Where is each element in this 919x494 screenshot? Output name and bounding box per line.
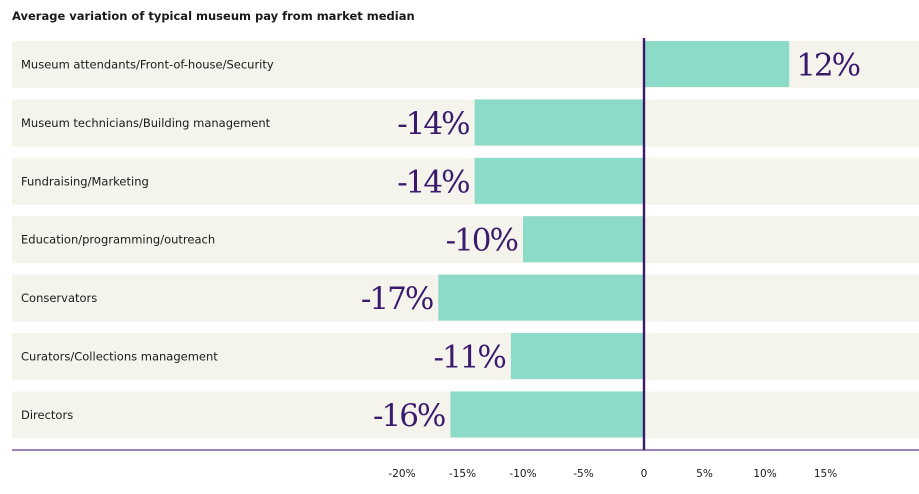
data-label-education-programming-outreach: -10% (446, 223, 518, 259)
category-label-conservators: Conservators (21, 291, 97, 305)
bar-conservators (438, 274, 644, 321)
data-label-conservators: -17% (361, 281, 433, 317)
bar-fundraising-marketing (474, 157, 644, 204)
x-tick-label-15: 15% (814, 468, 837, 480)
bar-curators-collections-management (510, 333, 644, 379)
x-tick-label-minus-20: -20% (388, 468, 415, 480)
row-background-museum-technicians-building-management (12, 99, 919, 147)
row-backgrounds (12, 41, 919, 439)
data-label-curators-collections-management: -11% (434, 340, 506, 376)
category-label-fundraising-marketing: Fundraising/Marketing (21, 174, 149, 188)
x-tick-label-minus-5: -5% (573, 468, 593, 480)
x-axis-ticks: -20% -15% -10% -5% 0 5% 10% 15% (388, 468, 837, 480)
x-tick-label-minus-10: -10% (509, 468, 536, 480)
data-label-museum-attendants-front-of-house-security: 12% (796, 48, 859, 84)
chart-title: Average variation of typical museum pay … (12, 9, 415, 23)
bar-museum-technicians-building-management (474, 99, 644, 146)
x-tick-label-10: 10% (753, 468, 776, 480)
category-label-curators-collections-management: Curators/Collections management (21, 350, 218, 364)
row-background-curators-collections-management (12, 333, 919, 380)
category-label-directors: Directors (21, 408, 73, 422)
category-label-education-programming-outreach: Education/programming/outreach (21, 233, 215, 247)
data-label-museum-technicians-building-management: -14% (397, 106, 469, 142)
bar-directors (450, 391, 644, 438)
row-background-education-programming-outreach (12, 216, 919, 264)
x-tick-label-5: 5% (696, 468, 713, 480)
category-label-museum-technicians-building-management: Museum technicians/Building management (21, 116, 271, 130)
bar-education-programming-outreach (523, 216, 644, 263)
x-tick-label-minus-15: -15% (449, 468, 476, 480)
category-labels: Museum attendants/Front-of-house/Securit… (21, 58, 274, 422)
x-tick-label-0: 0 (641, 468, 648, 480)
data-label-directors: -16% (373, 398, 445, 434)
data-label-fundraising-marketing: -14% (397, 164, 469, 200)
bar-museum-attendants-front-of-house-security (644, 41, 790, 87)
category-label-museum-attendants-front-of-house-security: Museum attendants/Front-of-house/Securit… (21, 58, 274, 72)
row-background-fundraising-marketing (12, 157, 919, 205)
bars (438, 41, 790, 438)
data-labels: 12% -14% -14% -10% -17%-11% -16% (361, 48, 862, 434)
